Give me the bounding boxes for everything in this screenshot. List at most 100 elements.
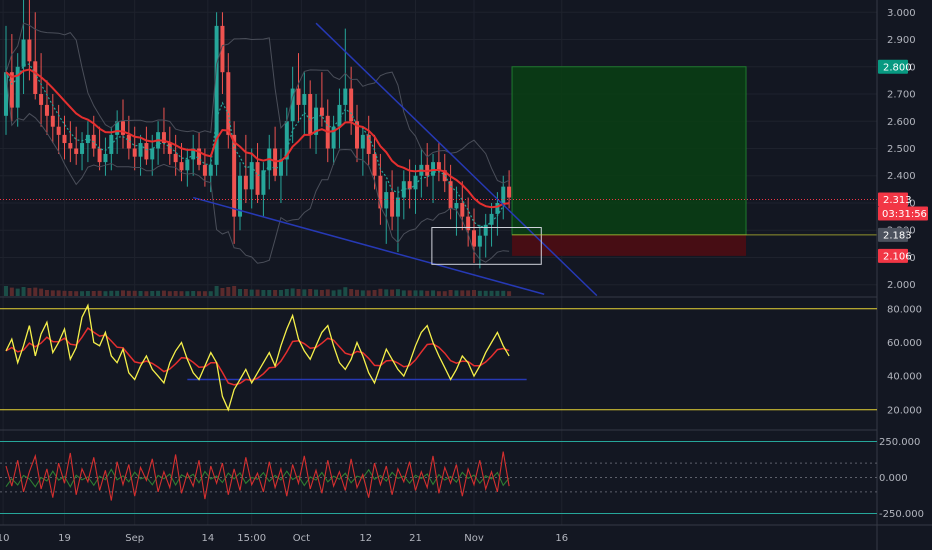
candle-body bbox=[161, 132, 166, 144]
candle-body bbox=[167, 143, 172, 154]
volume-bar bbox=[366, 290, 371, 296]
candle-body bbox=[489, 213, 494, 225]
candle-body bbox=[103, 153, 108, 163]
volume-bar bbox=[360, 290, 365, 296]
volume-bar bbox=[21, 287, 26, 296]
candle-body bbox=[214, 25, 219, 165]
candle-body bbox=[126, 134, 131, 149]
volume-bar bbox=[407, 290, 412, 296]
time-tick-label: 16 bbox=[555, 533, 568, 544]
time-tick-label: 10 bbox=[0, 533, 9, 544]
candle-body bbox=[431, 162, 436, 176]
volume-bar bbox=[255, 289, 260, 296]
candle-body bbox=[232, 134, 237, 217]
candle-body bbox=[249, 162, 254, 190]
time-tick-label: 14 bbox=[201, 533, 214, 544]
momentum-green-line bbox=[5, 468, 510, 488]
volume-bar bbox=[121, 290, 125, 296]
volume-bar bbox=[85, 291, 90, 296]
volume-bar bbox=[466, 290, 471, 296]
candle-body bbox=[384, 192, 389, 209]
wedge-lower-trendline[interactable] bbox=[193, 196, 545, 295]
candle-body bbox=[290, 88, 295, 122]
volume-bar bbox=[267, 290, 272, 296]
oscillator-tick-label: 20.000 bbox=[887, 405, 922, 416]
candle-body bbox=[97, 148, 102, 163]
volume-bar bbox=[39, 288, 44, 296]
volume-bar bbox=[161, 290, 166, 296]
volume-bar bbox=[314, 289, 319, 296]
volume-bar bbox=[167, 291, 172, 296]
time-axis[interactable]: 10 19 Sep 14 15:00 Oct 12 21 Nov 16 bbox=[0, 533, 568, 544]
candle-body bbox=[33, 61, 38, 95]
volume-bar bbox=[372, 290, 377, 296]
stop-badge bbox=[878, 248, 908, 263]
candle-body bbox=[243, 175, 248, 190]
candle-body bbox=[115, 121, 120, 135]
candle-body bbox=[144, 143, 149, 160]
volume-bar bbox=[477, 290, 482, 296]
candle-body bbox=[483, 224, 488, 236]
candle-body bbox=[319, 107, 324, 116]
stop-loss-zone[interactable] bbox=[512, 234, 747, 256]
candle-body bbox=[466, 216, 471, 231]
volume-bar bbox=[226, 287, 231, 296]
volume-bar bbox=[442, 291, 447, 296]
take-profit-zone[interactable] bbox=[511, 66, 747, 236]
candle-body bbox=[50, 115, 55, 127]
candle-body bbox=[191, 148, 196, 160]
candle-body bbox=[278, 159, 283, 176]
volume-bar bbox=[337, 289, 342, 296]
candle-body bbox=[226, 72, 231, 135]
volume-bar bbox=[68, 291, 73, 296]
time-tick-label: 21 bbox=[409, 533, 422, 544]
volume-bar bbox=[232, 286, 237, 296]
candle-body bbox=[74, 148, 79, 154]
slow-moving-average bbox=[5, 68, 510, 209]
candle-body bbox=[302, 94, 307, 105]
price-tick-label: 2.400 bbox=[887, 171, 916, 182]
candle-body bbox=[4, 72, 8, 116]
stop-label: 2.106 bbox=[883, 251, 912, 262]
volume-bar bbox=[15, 288, 20, 296]
candle-body bbox=[495, 202, 500, 214]
candle-body bbox=[185, 159, 190, 171]
volume-bar bbox=[109, 290, 114, 296]
fast-moving-average bbox=[5, 63, 510, 228]
time-tick-label: Sep bbox=[125, 533, 144, 544]
time-tick-label: 12 bbox=[359, 533, 372, 544]
volume-bar bbox=[191, 291, 196, 296]
price-badges: 2.800 2.313 03:31:56 2.183 2.106 bbox=[878, 59, 928, 263]
price-tick-label: 3.000 bbox=[887, 8, 916, 19]
entry-label: 2.183 bbox=[883, 230, 912, 241]
volume-bar bbox=[27, 288, 32, 296]
bollinger-lower-band bbox=[5, 72, 510, 264]
candle-body bbox=[179, 162, 184, 171]
volume-bar bbox=[448, 290, 453, 296]
volume-bar bbox=[56, 290, 61, 296]
volume-bar bbox=[197, 291, 202, 296]
wedge-upper-trendline[interactable] bbox=[315, 22, 598, 297]
candle-body bbox=[15, 66, 20, 108]
volume-bar bbox=[132, 290, 137, 296]
bollinger-upper-band bbox=[5, 22, 510, 184]
volume-bar bbox=[150, 291, 155, 296]
volume-bar bbox=[74, 291, 79, 296]
consolidation-rectangle[interactable] bbox=[431, 227, 542, 265]
volume-bar bbox=[384, 289, 389, 296]
candle-body bbox=[39, 94, 44, 105]
volume-bar bbox=[261, 290, 266, 296]
candle-body bbox=[9, 72, 14, 108]
candle-body bbox=[85, 134, 90, 144]
volume-bar bbox=[495, 290, 500, 296]
volume-bar bbox=[126, 290, 131, 296]
candle-body bbox=[284, 121, 289, 160]
candle-body bbox=[56, 126, 61, 135]
volume-bar bbox=[138, 291, 143, 296]
volume-bar bbox=[273, 290, 278, 296]
volume-bar bbox=[202, 291, 207, 296]
candle-body bbox=[407, 181, 412, 190]
volume-bar bbox=[302, 289, 307, 296]
